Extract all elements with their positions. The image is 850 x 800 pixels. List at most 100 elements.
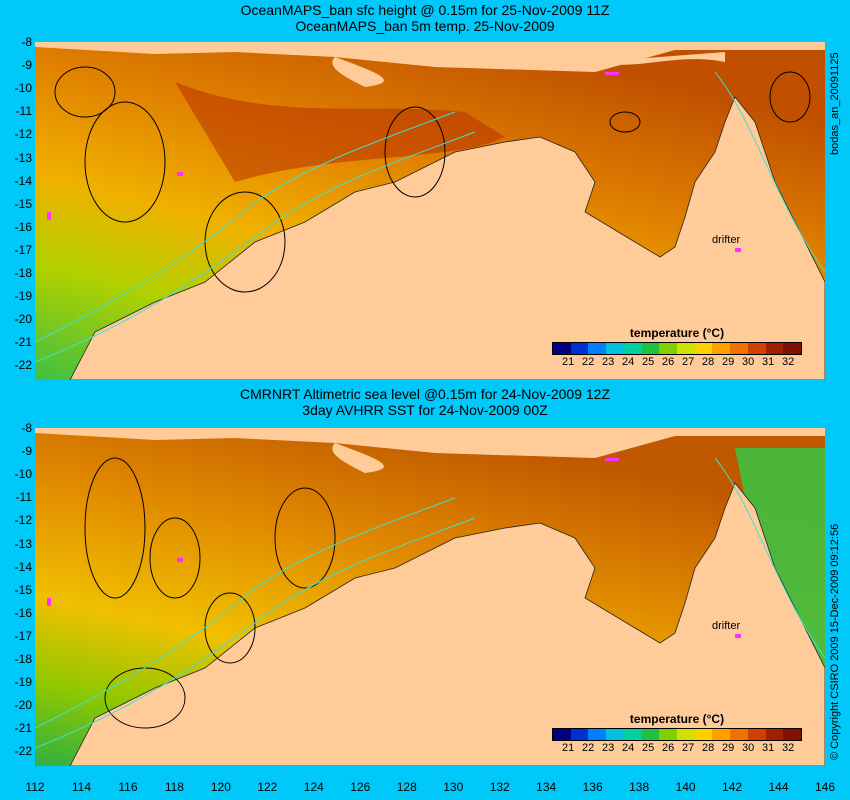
y-axis-label: -9 (21, 58, 32, 73)
colorbar-tick-label: 28 (702, 742, 715, 754)
colorbar-swatch (747, 729, 766, 740)
x-axis-label: 142 (722, 780, 743, 794)
colorbar-swatch (623, 729, 642, 740)
x-axis-label: 128 (396, 780, 417, 794)
colorbar-swatch (677, 343, 695, 354)
y-axis-label: -11 (15, 104, 32, 119)
colorbar-swatch (588, 343, 607, 354)
y-axis-label: -22 (14, 358, 32, 373)
colorbar-tick-label: 24 (622, 742, 635, 754)
drifter-markers (47, 458, 741, 638)
y-axis-label: -13 (14, 536, 32, 551)
colorbar-tick-label: 28 (702, 356, 715, 368)
x-axis-label: 112 (25, 780, 45, 794)
colorbar-tick-label: 22 (582, 356, 595, 368)
bottom-colorbar-ticks: 21 22 23 24 25 26 27 28 29 30 31 32 (552, 741, 802, 755)
y-axis-label: -17 (14, 628, 32, 643)
colorbar-swatch (783, 343, 802, 354)
colorbar-swatch (694, 729, 713, 740)
y-axis-label: -12 (14, 513, 32, 528)
colorbar-swatch (747, 343, 766, 354)
top-colorbar-swatches (552, 342, 802, 355)
colorbar-swatch (712, 343, 731, 354)
y-axis-label: -15 (14, 582, 32, 597)
colorbar-tick-label: 23 (602, 742, 615, 754)
colorbar-swatch (606, 343, 624, 354)
bottom-title-line1: CMRNRT Altimetric sea level @0.15m for 2… (239, 386, 611, 402)
colorbar-tick-label: 21 (562, 742, 575, 754)
colorbar-tick-label: 26 (662, 742, 675, 754)
colorbar-swatch (730, 729, 748, 740)
x-axis-label: 116 (118, 780, 138, 794)
bottom-colorbar-swatches (552, 728, 802, 741)
y-axis-label: -10 (14, 467, 32, 482)
y-axis-label: -20 (14, 698, 32, 713)
colorbar-swatch (765, 343, 784, 354)
y-axis-label: -14 (14, 173, 32, 188)
colorbar-swatch (641, 729, 660, 740)
colorbar-swatch (677, 729, 695, 740)
bottom-colorbar: temperature (°C) 21 22 23 24 25 26 27 28 29 30 31 3… (552, 712, 802, 755)
x-axis-label: 132 (489, 780, 510, 794)
y-axis-label: -11 (15, 490, 32, 505)
colorbar-tick-label: 31 (762, 742, 775, 754)
y-axis-label: -17 (14, 242, 32, 257)
colorbar-tick-label: 22 (582, 742, 595, 754)
y-axis-label: -21 (14, 335, 32, 350)
top-colorbar: temperature (°C) 21 22 23 24 25 26 27 28 29 30 31 3… (552, 326, 802, 369)
colorbar-tick-label: 30 (742, 356, 755, 368)
top-side-label: bodas_an_20091125 (829, 52, 841, 155)
colorbar-swatch (606, 729, 624, 740)
x-axis-label: 140 (675, 780, 696, 794)
height-contours (54, 66, 811, 293)
colorbar-tick-label: 23 (602, 356, 615, 368)
x-axis-label: 146 (814, 780, 836, 794)
y-axis-label: -19 (14, 675, 32, 690)
bottom-side-label: © Copyright CSIRO 2009 15-Dec-2009 09:12… (829, 523, 841, 760)
colorbar-tick-label: 25 (642, 742, 655, 754)
x-axis-label: 122 (257, 780, 278, 794)
colorbar-tick-label: 21 (562, 356, 575, 368)
colorbar-tick-label: 27 (682, 356, 695, 368)
colorbar-tick-label: 29 (722, 356, 735, 368)
top-map-panel: drifter temperature (°C) 21 22 23 24 25 26 27 2… (35, 42, 825, 380)
bottom-colorbar-title: temperature (°C) (629, 712, 725, 726)
top-title-line1: OceanMAPS_ban sfc height @ 0.15m for 25-… (240, 2, 610, 18)
y-axis-label: -10 (14, 81, 32, 96)
y-axis-label: -19 (14, 289, 32, 304)
colorbar-swatch (783, 729, 802, 740)
x-axis-label: 118 (164, 780, 184, 794)
bathymetry-contours (35, 71, 825, 363)
x-axis-label: 130 (443, 780, 464, 794)
y-axis-label: -13 (14, 150, 32, 165)
australia-land (69, 96, 825, 380)
top-title-line2: OceanMAPS_ban 5m temp. 25-Nov-2009 (295, 18, 555, 34)
bottom-map-panel: drifter temperature (°C) 21 22 23 24 25 26 27 2… (35, 428, 825, 766)
y-axis-label: -18 (14, 652, 32, 666)
colorbar-tick-label: 26 (662, 356, 675, 368)
x-axis-label: 138 (629, 780, 650, 794)
y-axis-label: -22 (14, 744, 32, 759)
colorbar-swatch (553, 343, 571, 354)
y-axis-label: -20 (14, 312, 32, 327)
x-axis-label: 124 (303, 780, 324, 794)
colorbar-tick-label: 32 (782, 356, 795, 368)
colorbar-swatch (623, 343, 642, 354)
y-axis-label: -18 (14, 266, 32, 280)
colorbar-swatch (553, 729, 571, 740)
bottom-drifter-label: drifter (712, 620, 741, 632)
colorbar-swatch (765, 729, 784, 740)
y-axis-label: -16 (14, 605, 32, 620)
bathymetry-contours (35, 457, 825, 749)
bottom-title-line2: 3day AVHRR SST for 24-Nov-2009 00Z (302, 402, 548, 418)
y-axis-label: -8 (21, 421, 32, 435)
x-axis-label: 134 (536, 780, 557, 794)
x-axis-label: 120 (210, 780, 231, 794)
bottom-map (35, 428, 825, 766)
drifter-markers (47, 72, 741, 252)
colorbar-tick-label: 29 (722, 742, 735, 754)
colorbar-tick-label: 32 (782, 742, 795, 754)
y-axis-label: -16 (14, 219, 32, 234)
colorbar-swatch (694, 343, 713, 354)
y-axis-label: -14 (14, 559, 32, 574)
